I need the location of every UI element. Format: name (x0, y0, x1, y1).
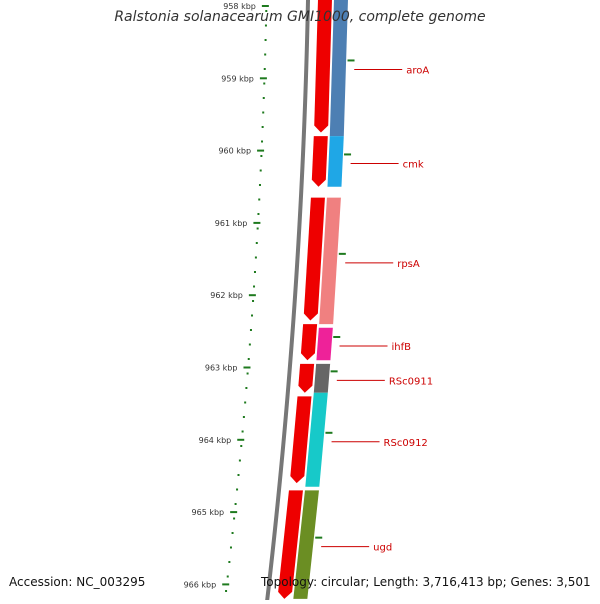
cds-block[interactable] (311, 136, 328, 187)
feature-marker (333, 336, 341, 338)
ruler-dot (263, 82, 266, 85)
ruler-dot (228, 561, 231, 563)
ruler-dot (258, 184, 261, 186)
ruler-tick-label: 958 kbp (223, 2, 256, 11)
gene-ihfb[interactable] (316, 327, 333, 361)
gene-label-ugd[interactable]: ugd (373, 543, 392, 554)
ruler-dot (251, 314, 254, 317)
ruler-tick (230, 511, 238, 514)
ruler-tick-label: 960 kbp (218, 147, 251, 156)
ruler-dot (265, 10, 268, 12)
feature-marker (338, 252, 346, 255)
gene-label-cmk[interactable]: cmk (403, 159, 424, 170)
ruler-dot (249, 329, 252, 331)
ruler-tick (253, 221, 261, 224)
ruler-dot (257, 213, 260, 215)
ruler-dot (264, 39, 267, 41)
ruler-dot (240, 445, 243, 447)
gene-label-rsc0912[interactable]: RSc0912 (384, 438, 428, 449)
feature-marker (315, 536, 323, 539)
ruler-dot (258, 198, 261, 201)
ruler-dot (259, 169, 262, 172)
gene-aroa[interactable] (329, 0, 348, 137)
ruler-dot (256, 227, 259, 230)
cds-block[interactable] (298, 363, 315, 393)
ruler-tick-label: 962 kbp (210, 291, 243, 300)
ruler-dot (262, 111, 265, 114)
ruler-dot (226, 575, 229, 578)
cds-block[interactable] (278, 490, 303, 599)
gene-rpsa[interactable] (319, 197, 341, 325)
ruler-dot (233, 517, 236, 520)
feature-marker (347, 59, 355, 62)
ruler-dot (255, 242, 258, 244)
ruler-tick-label: 965 kbp (192, 508, 225, 517)
ruler-dot (262, 97, 265, 99)
ruler-dot (264, 53, 267, 56)
ruler-dot (231, 532, 234, 534)
ruler-dot (263, 68, 266, 70)
gene-cmk[interactable] (327, 136, 344, 187)
ruler-dot (252, 300, 255, 302)
ruler-dot (238, 459, 241, 462)
ruler-tick-label: 966 kbp (184, 580, 217, 589)
map-title: Ralstonia solanacearum GMI1000, complete… (114, 9, 486, 25)
ruler-tick-label: 959 kbp (221, 74, 254, 83)
ruler-tick (259, 77, 267, 80)
gene-label-rpsa[interactable]: rpsA (397, 259, 420, 270)
ruler-dot (261, 126, 264, 128)
gene-label-ihfb[interactable]: ihfB (392, 342, 412, 353)
ruler-tick-label: 964 kbp (199, 436, 232, 445)
gene-rsc0911[interactable] (313, 363, 331, 393)
ruler-tick-label: 961 kbp (215, 219, 248, 228)
ruler-tick (248, 294, 256, 297)
ruler-tick-label: 963 kbp (205, 364, 238, 373)
ruler-tick (237, 438, 245, 441)
feature-marker (330, 370, 338, 373)
ruler-dot (225, 590, 228, 592)
ruler-dot (254, 256, 257, 259)
gene-ugd[interactable] (293, 490, 319, 599)
ruler-tick (222, 583, 230, 586)
ruler-dot (253, 285, 256, 288)
ruler-tick (257, 149, 265, 152)
ruler-dot (246, 372, 249, 375)
accession-label: Accession: NC_003295 (9, 575, 146, 589)
gene-label-aroa[interactable]: aroA (406, 65, 429, 76)
cds-block[interactable] (314, 0, 332, 133)
gene-rsc0912[interactable] (305, 392, 328, 487)
ruler-dot (260, 155, 263, 157)
gene-label-rsc0911[interactable]: RSc0911 (389, 376, 433, 387)
ruler-tick (243, 366, 251, 369)
ruler-dot (245, 387, 248, 389)
cds-block[interactable] (300, 324, 318, 361)
ruler-dot (236, 488, 239, 491)
ruler-dot (247, 358, 250, 360)
feature-marker (325, 431, 333, 434)
genome-backbone (264, 0, 311, 604)
feature-marker (344, 153, 352, 156)
genome-summary: Topology: circular; Length: 3,716,413 bp… (261, 575, 591, 589)
cds-block[interactable] (303, 197, 325, 321)
ruler-dot (234, 503, 237, 505)
ruler-dot (264, 24, 267, 27)
ruler-dot (244, 401, 247, 404)
cds-block[interactable] (290, 396, 312, 484)
ruler-dot (242, 416, 245, 418)
ruler-tick (261, 5, 269, 7)
ruler-dot (248, 343, 251, 346)
ruler-dot (261, 140, 264, 143)
ruler-dot (253, 271, 256, 273)
ruler-dot (237, 474, 240, 476)
ruler-dot (241, 430, 244, 433)
ruler-dot (229, 546, 232, 549)
